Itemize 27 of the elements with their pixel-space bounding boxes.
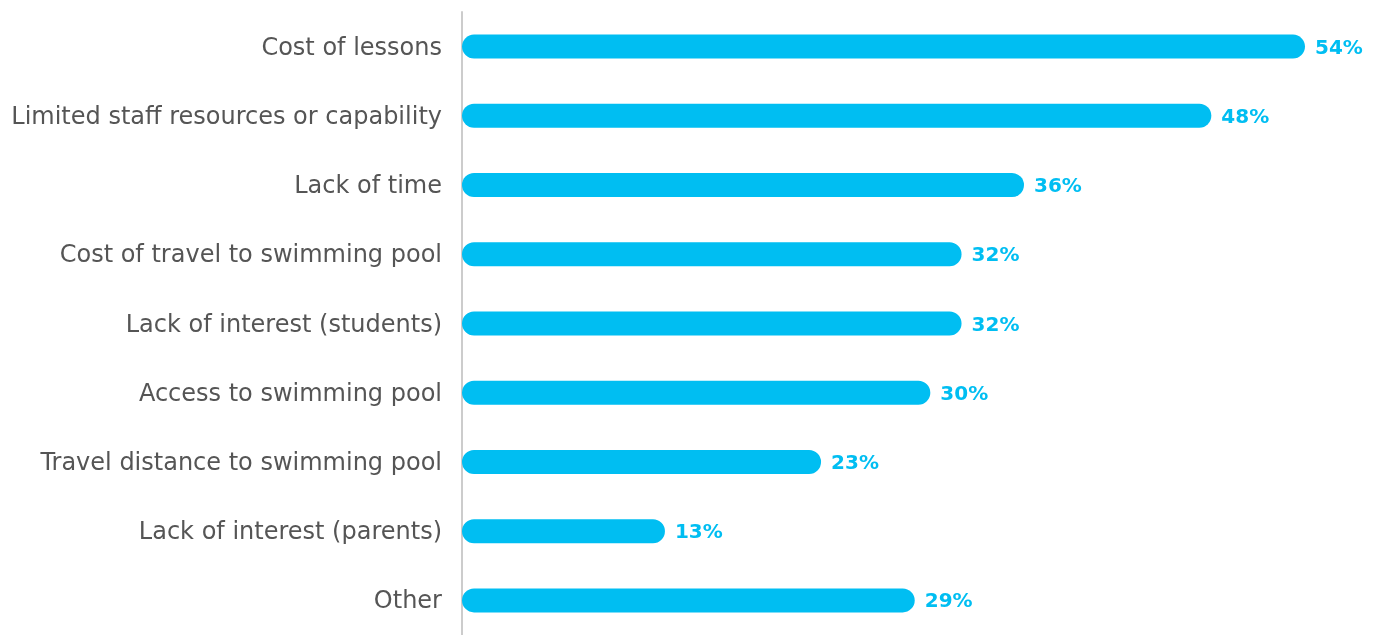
bar xyxy=(462,449,822,474)
data-label: 36% xyxy=(1034,173,1082,198)
y-tick-label: Lack of time xyxy=(294,171,442,200)
y-tick-label: Other xyxy=(373,586,443,615)
bar xyxy=(462,311,962,336)
bar xyxy=(462,242,962,267)
data-label: 23% xyxy=(831,449,879,474)
data-label: 48% xyxy=(1221,103,1270,128)
y-tick-label: Cost of travel to swimming pool xyxy=(59,240,442,269)
data-label: 32% xyxy=(971,311,1020,336)
y-tick-label: Limited staff resources or capability xyxy=(11,101,442,130)
data-label: 54% xyxy=(1315,34,1363,59)
bar xyxy=(462,519,665,544)
bar xyxy=(462,173,1024,198)
data-label: 32% xyxy=(971,242,1020,267)
y-tick-label: Travel distance to swimming pool xyxy=(39,447,442,476)
bar xyxy=(462,380,931,405)
bar xyxy=(462,588,915,613)
y-tick-label: Lack of interest (students) xyxy=(125,309,442,338)
y-tick-label: Cost of lessons xyxy=(261,32,442,61)
y-tick-label: Lack of interest (parents) xyxy=(138,517,442,546)
data-label: 13% xyxy=(674,519,723,544)
bar xyxy=(462,34,1305,59)
data-label: 30% xyxy=(940,380,989,405)
data-label: 29% xyxy=(924,588,973,613)
bar xyxy=(462,103,1212,128)
y-tick-label: Access to swimming pool xyxy=(138,378,442,407)
